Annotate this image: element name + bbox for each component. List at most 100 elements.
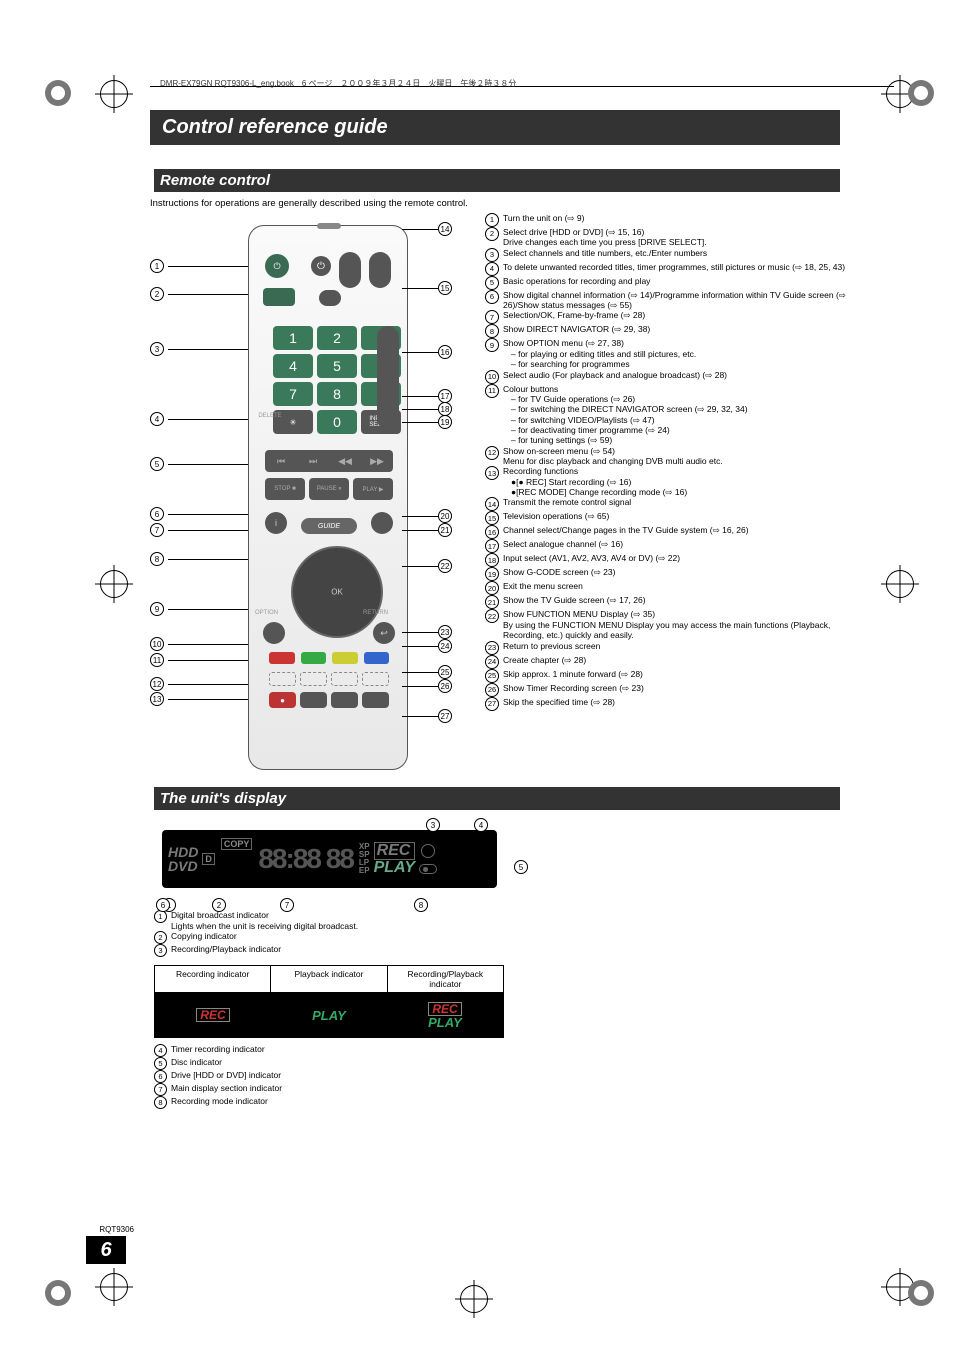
indicator-table: Recording indicator Playback indicator R… (154, 965, 504, 1038)
vfd-callout-5: 5 (514, 860, 528, 874)
display-notes-1: 1Digital broadcast indicatorLights when … (154, 910, 840, 957)
desc-row-1: 1Turn the unit on (⇨ 9) (485, 213, 855, 227)
vfd-callout-2: 2 (212, 898, 226, 912)
callout-right-23: 23 (402, 625, 456, 639)
callout-left-13: 13 (150, 692, 248, 706)
callout-right-25: 25 (402, 665, 456, 679)
ind-rec: REC (196, 1008, 229, 1022)
remote-illustration: ⏻ TV ⏻ 123 456 789 ✳0INPUTSELECT DELETE (240, 217, 450, 777)
vfd-callout-4: 4 (474, 818, 488, 832)
page-number: 6 (86, 1236, 126, 1264)
vfd-callout-3: 3 (426, 818, 440, 832)
callout-left-1: 1 (150, 259, 248, 273)
vfd-copy: COPY (221, 838, 253, 850)
desc-row-2: 2Select drive [HDD or DVD] (⇨ 15, 16)Dri… (485, 227, 855, 248)
vfd-illustration: HDD DVD D COPY 88:88 88 XP SP LP EP REC … (154, 820, 514, 906)
vfd-mode-ep: EP (359, 867, 370, 875)
disp-note-1: 1Digital broadcast indicatorLights when … (154, 910, 840, 931)
disp-note-3: 3Recording/Playback indicator (154, 944, 840, 957)
desc-row-11: 11Colour buttons– for TV Guide operation… (485, 384, 855, 446)
callout-right-16: 16 (402, 345, 456, 359)
desc-row-24: 24Create chapter (⇨ 28) (485, 655, 855, 669)
vfd-callout-7: 7 (280, 898, 294, 912)
ind-play: PLAY (312, 1009, 346, 1022)
desc-row-16: 16Channel select/Change pages in the TV … (485, 525, 855, 539)
callout-left-3: 3 (150, 342, 248, 356)
callout-left-12: 12 (150, 677, 248, 691)
vfd-segments: 88:88 88 (258, 843, 353, 875)
disp-note-4: 4Timer recording indicator (154, 1044, 840, 1057)
desc-row-6: 6Show digital channel information (⇨ 14)… (485, 290, 855, 311)
vfd-rec: REC (374, 842, 415, 860)
disp-note-5: 5Disc indicator (154, 1057, 840, 1070)
disp-note-6: 6Drive [HDD or DVD] indicator (154, 1070, 840, 1083)
header-strip: DMR-EX79GN RQT9306-L_eng.book 6 ページ ２００９… (160, 78, 516, 89)
callout-left-9: 9 (150, 602, 248, 616)
callout-right-26: 26 (402, 679, 456, 693)
desc-row-4: 4To delete unwanted recorded titles, tim… (485, 262, 855, 276)
page-content: Control reference guide Remote control I… (150, 110, 840, 1109)
callout-right-27: 27 (402, 709, 456, 723)
vfd-play: PLAY (374, 860, 415, 876)
desc-row-22: 22Show FUNCTION MENU Display (⇨ 35)By us… (485, 609, 855, 640)
desc-row-5: 5Basic operations for recording and play (485, 276, 855, 290)
callout-left-4: 4 (150, 412, 248, 426)
callout-right-21: 21 (402, 523, 456, 537)
desc-row-14: 14Transmit the remote control signal (485, 497, 855, 511)
desc-row-18: 18Input select (AV1, AV2, AV3, AV4 or DV… (485, 553, 855, 567)
section-remote-title: Remote control (150, 169, 840, 192)
remote-intro: Instructions for operations are generall… (150, 198, 840, 209)
callout-right-15: 15 (402, 281, 456, 295)
desc-row-13: 13Recording functions●[● REC] Start reco… (485, 466, 855, 497)
desc-row-9: 9Show OPTION menu (⇨ 27, 38)– for playin… (485, 338, 855, 369)
desc-row-19: 19Show G-CODE screen (⇨ 23) (485, 567, 855, 581)
callout-left-6: 6 (150, 507, 248, 521)
page-footer: RQT9306 6 (86, 1225, 134, 1264)
vfd-callout-8: 8 (414, 898, 428, 912)
vfd-dvd: DVD (168, 859, 198, 873)
desc-row-12: 12Show on-screen menu (⇨ 54)Menu for dis… (485, 446, 855, 467)
ind-head-play: Playback indicator (271, 966, 387, 992)
callout-left-7: 7 (150, 523, 248, 537)
remote-descriptions: 1Turn the unit on (⇨ 9)2Select drive [HD… (485, 213, 855, 711)
desc-row-3: 3Select channels and title numbers, etc.… (485, 248, 855, 262)
callout-right-22: 22 (402, 559, 456, 573)
callout-left-11: 11 (150, 653, 248, 667)
callout-left-5: 5 (150, 457, 248, 471)
callout-right-24: 24 (402, 639, 456, 653)
desc-row-20: 20Exit the menu screen (485, 581, 855, 595)
ind-rec2: REC (428, 1002, 461, 1016)
desc-row-27: 27Skip the specified time (⇨ 28) (485, 697, 855, 711)
desc-row-8: 8Show DIRECT NAVIGATOR (⇨ 29, 38) (485, 324, 855, 338)
vfd-hdd: HDD (168, 845, 198, 859)
desc-row-21: 21Show the TV Guide screen (⇨ 17, 26) (485, 595, 855, 609)
vfd-callout-6: 6 (156, 898, 170, 912)
desc-row-25: 25Skip approx. 1 minute forward (⇨ 28) (485, 669, 855, 683)
disp-note-7: 7Main display section indicator (154, 1083, 840, 1096)
desc-row-10: 10Select audio (For playback and analogu… (485, 370, 855, 384)
callout-right-19: 19 (402, 415, 456, 429)
display-notes-2: 4Timer recording indicator5Disc indicato… (154, 1044, 840, 1109)
section-display-title: The unit's display (150, 787, 840, 810)
desc-row-23: 23Return to previous screen (485, 641, 855, 655)
callout-right-17: 17 (402, 389, 456, 403)
callout-left-2: 2 (150, 287, 248, 301)
desc-row-7: 7Selection/OK, Frame-by-frame (⇨ 28) (485, 310, 855, 324)
disp-note-2: 2Copying indicator (154, 931, 840, 944)
desc-row-26: 26Show Timer Recording screen (⇨ 23) (485, 683, 855, 697)
ind-head-recplay: Recording/Playback indicator (388, 966, 503, 992)
remote-section: ⏻ TV ⏻ 123 456 789 ✳0INPUTSELECT DELETE (150, 217, 840, 777)
footer-rqt: RQT9306 (86, 1225, 134, 1234)
ind-play2: PLAY (428, 1016, 462, 1029)
disp-note-8: 8Recording mode indicator (154, 1096, 840, 1109)
callout-right-20: 20 (402, 509, 456, 523)
ind-head-rec: Recording indicator (155, 966, 271, 992)
vfd-d: D (202, 853, 215, 865)
callout-left-8: 8 (150, 552, 248, 566)
chapter-title: Control reference guide (150, 110, 840, 145)
desc-row-15: 15Television operations (⇨ 65) (485, 511, 855, 525)
desc-row-17: 17Select analogue channel (⇨ 16) (485, 539, 855, 553)
callout-left-10: 10 (150, 637, 248, 651)
callout-right-18: 18 (402, 402, 456, 416)
callout-right-14: 14 (402, 222, 456, 236)
